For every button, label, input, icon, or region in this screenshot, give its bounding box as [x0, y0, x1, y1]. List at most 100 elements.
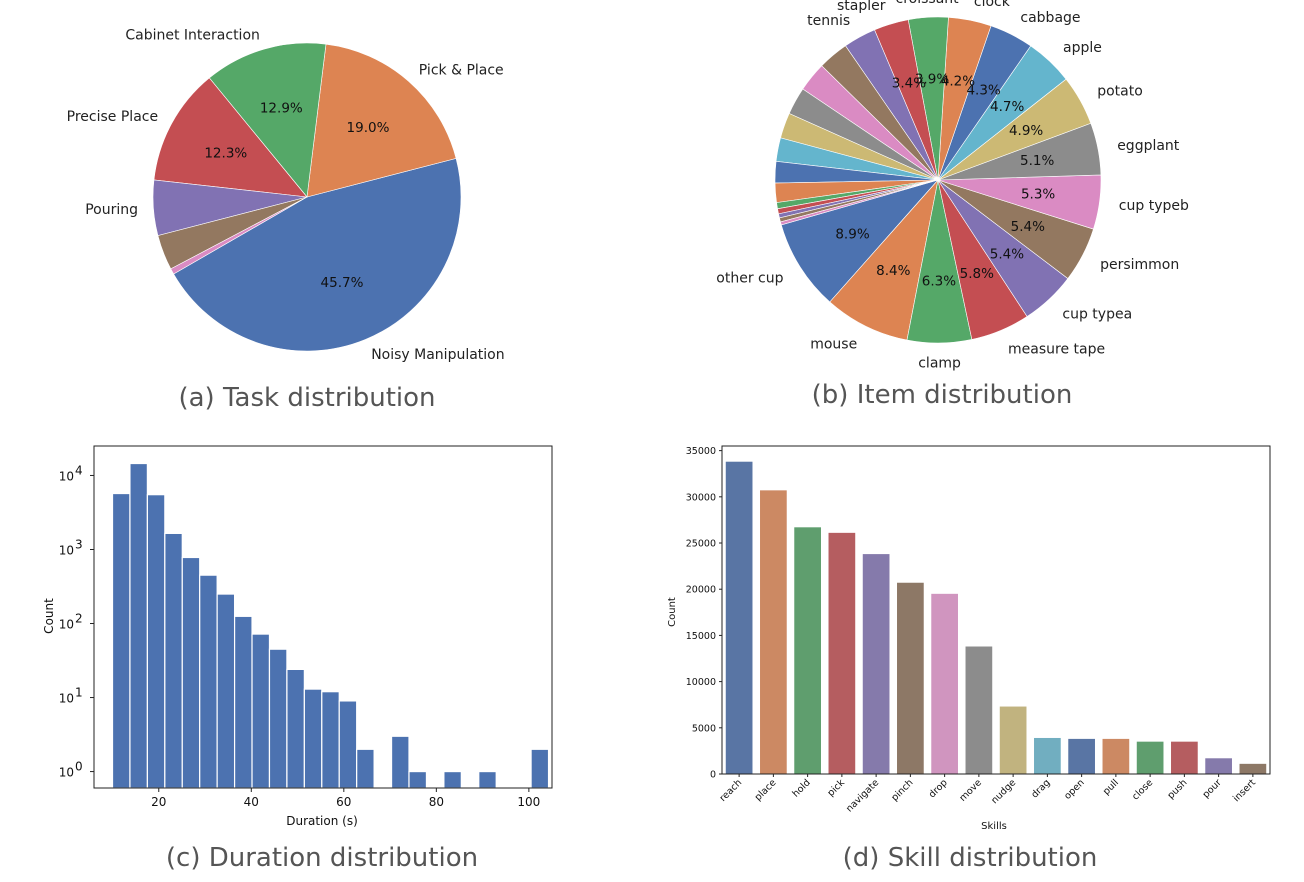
skill-xtick-label-drop: drop — [927, 777, 950, 800]
item-label-persimmon: persimmon — [1100, 257, 1179, 273]
duration-bar-9 — [268, 648, 288, 789]
duration-xlabel: Duration (s) — [286, 814, 358, 828]
skill-bar-pour — [1205, 758, 1232, 774]
skill-xtick-label-insert: insert — [1231, 777, 1258, 804]
duration-bar-6 — [216, 593, 236, 789]
duration-ytick-exp-0: 0 — [75, 760, 83, 774]
duration-ytick-exp-4: 4 — [75, 463, 83, 477]
duration-xtick-label-40: 40 — [244, 795, 259, 809]
duration-bar-1 — [129, 462, 148, 789]
skill-bar-push — [1171, 741, 1198, 774]
item-pct-label-clamp: 6.3% — [922, 274, 956, 290]
skill-ytick-label-0: 0 — [710, 770, 716, 781]
skill-distribution-panel: reach place hold pick navigate pinch drop move n… — [652, 430, 1304, 882]
task-pie-chart: 45.7% Noisy Manipulation 19.0% Pick & Place… — [67, 27, 505, 413]
item-caption: (b) Item distribution — [812, 380, 1073, 410]
skill-bar-pull — [1102, 738, 1130, 774]
item-label-cup-typeb: cup typeb — [1119, 198, 1189, 214]
item-label-mouse: mouse — [810, 337, 857, 353]
task-pct-label-precise-place: 12.3% — [204, 145, 247, 161]
duration-bar-3 — [164, 532, 183, 789]
duration-bar-10 — [286, 668, 305, 789]
skill-bar-drag — [1034, 737, 1061, 774]
duration-bar-17 — [443, 770, 462, 789]
duration-xtick-label-60: 60 — [336, 795, 351, 809]
skill-xtick-label-navigate: navigate — [844, 777, 881, 814]
skill-bar-close — [1136, 741, 1164, 774]
skill-xtick-label-reach: reach — [718, 777, 745, 804]
skill-xtick-label-move: move — [957, 777, 984, 804]
item-label-potato: potato — [1097, 84, 1143, 100]
item-slice-other-cup — [780, 179, 939, 303]
task-pct-label-pick-place: 19.0% — [347, 120, 390, 136]
task-slice-precise-place — [153, 77, 308, 198]
task-slice-other-6 — [170, 196, 308, 275]
skill-xtick-label-close: close — [1130, 777, 1155, 802]
item-pct-label-apple: 4.7% — [990, 99, 1024, 115]
item-label-eggplant: eggplant — [1117, 138, 1180, 154]
task-caption: (a) Task distribution — [178, 383, 435, 413]
skill-xlabel: Skills — [981, 821, 1007, 832]
item-pct-label-stapler: 3.4% — [892, 76, 926, 92]
skill-ytick-label-20000: 20000 — [686, 585, 716, 596]
skill-bar-place — [760, 490, 787, 774]
item-pct-label-croissant: 3.9% — [915, 72, 949, 88]
skill-xtick-label-nudge: nudge — [989, 777, 1018, 806]
skill-ytick-label-35000: 35000 — [686, 446, 716, 457]
item-label-stapler: stapler — [837, 0, 886, 14]
task-label-precise-place: Precise Place — [67, 109, 158, 125]
item-label-apple: apple — [1063, 40, 1102, 56]
duration-ytick-base-4: 10 — [59, 469, 74, 483]
skill-bar-pick — [828, 532, 856, 774]
duration-ytick-exp-2: 2 — [75, 612, 83, 626]
item-label-measure-tape: measure tape — [1008, 342, 1105, 358]
duration-distribution-panel: 20 40 60 80 100 10 0 10 1 10 2 10 3 10 4 Duration (s)… — [0, 430, 652, 882]
duration-bar-2 — [146, 494, 166, 789]
item-pie-chart: 8.9% other cup 8.4% mouse 6.3% clamp 5.8% measu… — [716, 0, 1189, 410]
duration-ytick-base-2: 10 — [59, 618, 74, 632]
duration-bar-16 — [408, 770, 428, 789]
skill-ytick-label-5000: 5000 — [692, 723, 716, 734]
item-label-tennis: tennis — [807, 13, 850, 29]
task-label-cabinet-interaction: Cabinet Interaction — [125, 27, 260, 43]
duration-bar-7 — [233, 615, 253, 789]
duration-bar-14 — [356, 748, 375, 789]
item-slice-other-26 — [780, 179, 939, 226]
skill-bar-open — [1068, 738, 1095, 774]
duration-bar-0 — [111, 492, 131, 789]
skill-bar-insert — [1239, 763, 1267, 774]
duration-bar-11 — [303, 688, 323, 789]
task-label-noisy-manipulation: Noisy Manipulation — [371, 347, 504, 363]
item-label-other-cup: other cup — [716, 270, 783, 286]
skill-ytick-label-15000: 15000 — [686, 631, 716, 642]
task-slice-pick-place — [306, 43, 457, 198]
skill-bar-hold — [794, 527, 821, 774]
item-pct-label-other-cup: 8.9% — [835, 226, 869, 242]
skill-caption: (d) Skill distribution — [843, 843, 1098, 873]
skill-ytick-label-30000: 30000 — [686, 492, 716, 503]
item-label-cabbage: cabbage — [1020, 10, 1080, 26]
duration-bar-18 — [478, 770, 497, 789]
item-pct-label-persimmon: 5.4% — [1011, 219, 1045, 235]
duration-caption: (c) Duration distribution — [166, 843, 478, 873]
skill-bar-move — [965, 646, 993, 774]
skill-xtick-label-place: place — [753, 777, 779, 803]
skill-xtick-label-hold: hold — [790, 777, 812, 799]
duration-xtick-label-20: 20 — [151, 795, 166, 809]
duration-bar-4 — [181, 556, 201, 789]
duration-bar-8 — [251, 633, 271, 789]
skill-bar-reach — [725, 461, 753, 774]
task-distribution-panel: 45.7% Noisy Manipulation 19.0% Pick & Place… — [0, 0, 652, 430]
item-pct-label-measure-tape: 5.8% — [960, 266, 994, 282]
duration-ytick-base-0: 10 — [59, 766, 74, 780]
skill-ylabel: Count — [667, 597, 678, 627]
item-label-croissant: croissant — [896, 0, 960, 7]
task-slice-noisy-manipulation — [173, 158, 462, 352]
item-pct-label-cup-typea: 5.4% — [990, 247, 1024, 263]
skill-bar-navigate — [862, 554, 890, 774]
duration-xtick-label-80: 80 — [429, 795, 444, 809]
skill-xtick-label-pour: pour — [1201, 777, 1224, 800]
item-pct-label-cup-typeb: 5.3% — [1021, 186, 1055, 202]
skill-bar-nudge — [999, 706, 1027, 774]
